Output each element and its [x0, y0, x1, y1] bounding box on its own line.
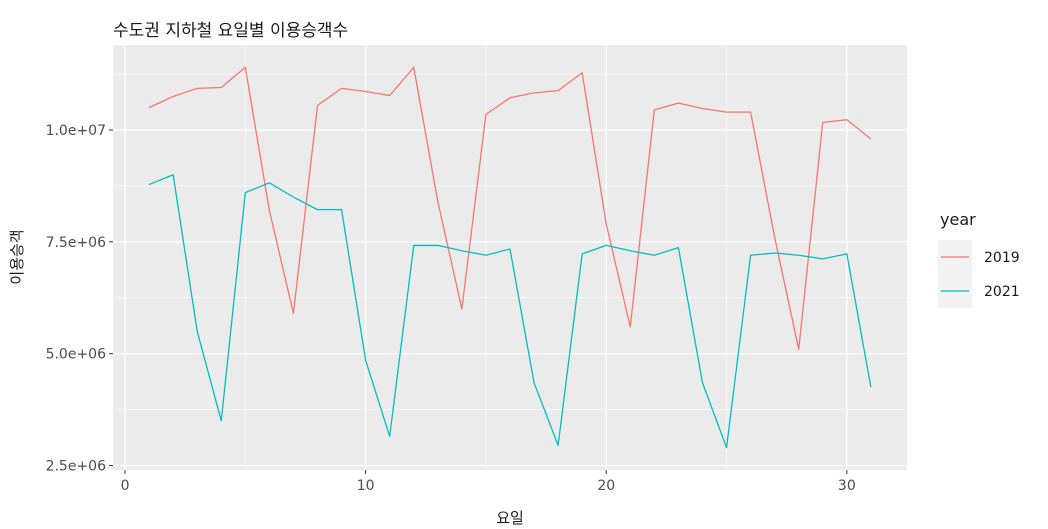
- x-tick-label: 10: [357, 478, 375, 494]
- chart-title: 수도권 지하철 요일별 이용승객수: [113, 21, 348, 41]
- y-tick-label: 5.0e+06: [46, 347, 107, 363]
- major-gridlines: [113, 45, 907, 470]
- series-line-2019: [148, 66, 872, 350]
- x-tick-label: 0: [121, 478, 130, 494]
- legend-label-2021: 2021: [984, 284, 1020, 300]
- y-tick-label: 7.5e+06: [46, 235, 107, 251]
- y-tick-label: 1.0e+07: [46, 123, 106, 139]
- legend: year 2019 2021: [938, 210, 1020, 308]
- x-axis: 0 10 20 30: [121, 470, 856, 494]
- series-line-2021: [148, 174, 872, 449]
- legend-label-2019: 2019: [984, 250, 1020, 266]
- x-axis-title: 요일: [496, 509, 524, 527]
- series-lines: [148, 66, 872, 449]
- y-axis-title: 이용승객: [8, 229, 26, 284]
- plot-panel: [113, 45, 907, 470]
- y-axis: 2.5e+06 5.0e+06 7.5e+06 1.0e+07: [46, 123, 113, 475]
- x-tick-label: 20: [597, 478, 615, 494]
- y-tick-label: 2.5e+06: [46, 459, 107, 475]
- x-tick-label: 30: [838, 478, 856, 494]
- legend-title: year: [940, 210, 976, 229]
